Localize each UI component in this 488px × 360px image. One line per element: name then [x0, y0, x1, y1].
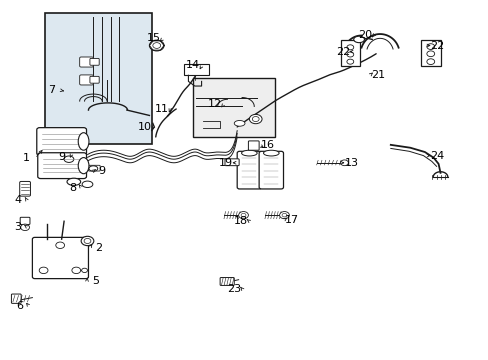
- Ellipse shape: [82, 181, 93, 188]
- Bar: [183, 64, 208, 75]
- Text: 22: 22: [429, 41, 443, 50]
- Circle shape: [153, 42, 160, 48]
- Text: 16: 16: [261, 140, 274, 150]
- FancyBboxPatch shape: [90, 58, 99, 65]
- FancyBboxPatch shape: [38, 153, 86, 179]
- Ellipse shape: [89, 166, 98, 171]
- Ellipse shape: [64, 156, 74, 162]
- Circle shape: [20, 224, 29, 230]
- Ellipse shape: [78, 158, 89, 174]
- Circle shape: [81, 268, 87, 273]
- Circle shape: [426, 51, 434, 57]
- FancyBboxPatch shape: [220, 278, 234, 285]
- Circle shape: [56, 242, 64, 248]
- Bar: [44, 13, 152, 144]
- FancyBboxPatch shape: [80, 57, 93, 67]
- Bar: [420, 40, 440, 66]
- Text: 12: 12: [208, 99, 222, 109]
- FancyBboxPatch shape: [224, 159, 239, 166]
- Text: 8: 8: [69, 183, 76, 193]
- Circle shape: [346, 52, 353, 57]
- Text: 3: 3: [14, 222, 21, 231]
- Circle shape: [39, 267, 48, 274]
- Circle shape: [249, 114, 262, 124]
- Circle shape: [241, 213, 245, 217]
- Circle shape: [72, 267, 81, 274]
- Circle shape: [252, 117, 259, 122]
- Circle shape: [346, 45, 353, 50]
- Ellipse shape: [67, 178, 81, 185]
- Bar: [340, 40, 359, 66]
- FancyBboxPatch shape: [237, 151, 261, 189]
- Text: 15: 15: [147, 33, 161, 43]
- FancyBboxPatch shape: [32, 237, 88, 279]
- Circle shape: [340, 160, 347, 166]
- FancyBboxPatch shape: [259, 151, 283, 189]
- Text: 7: 7: [48, 85, 55, 95]
- Ellipse shape: [263, 150, 279, 156]
- Circle shape: [238, 212, 248, 219]
- Circle shape: [426, 44, 434, 49]
- Circle shape: [282, 213, 286, 217]
- FancyBboxPatch shape: [11, 294, 21, 303]
- Circle shape: [81, 236, 94, 246]
- Text: 22: 22: [335, 46, 349, 57]
- Ellipse shape: [353, 36, 364, 42]
- Circle shape: [426, 59, 434, 64]
- Text: 9: 9: [58, 152, 65, 162]
- Circle shape: [346, 59, 353, 64]
- Text: 13: 13: [344, 158, 358, 168]
- Text: 21: 21: [371, 70, 385, 80]
- FancyBboxPatch shape: [88, 165, 100, 171]
- Circle shape: [149, 40, 163, 51]
- FancyBboxPatch shape: [20, 181, 30, 196]
- Text: 5: 5: [92, 276, 99, 286]
- FancyBboxPatch shape: [37, 128, 86, 155]
- FancyBboxPatch shape: [20, 217, 30, 225]
- Circle shape: [84, 238, 91, 243]
- Ellipse shape: [234, 121, 244, 126]
- Text: 23: 23: [226, 284, 241, 294]
- FancyBboxPatch shape: [248, 141, 259, 150]
- Text: 14: 14: [186, 60, 200, 70]
- FancyBboxPatch shape: [90, 76, 99, 83]
- Text: 10: 10: [137, 122, 151, 132]
- Text: 18: 18: [233, 216, 247, 226]
- Text: 1: 1: [22, 153, 29, 163]
- Circle shape: [279, 212, 289, 219]
- Text: 9: 9: [99, 166, 105, 176]
- Ellipse shape: [241, 150, 257, 156]
- Text: 2: 2: [95, 243, 102, 253]
- Ellipse shape: [78, 133, 89, 150]
- Text: 20: 20: [358, 30, 372, 40]
- Text: 19: 19: [219, 158, 233, 168]
- Text: 24: 24: [429, 150, 443, 161]
- Text: 4: 4: [14, 195, 21, 205]
- FancyBboxPatch shape: [62, 156, 77, 162]
- Bar: [193, 78, 275, 137]
- Text: 6: 6: [17, 301, 23, 311]
- Text: 17: 17: [285, 215, 299, 225]
- Text: 11: 11: [154, 104, 168, 114]
- FancyBboxPatch shape: [80, 75, 93, 85]
